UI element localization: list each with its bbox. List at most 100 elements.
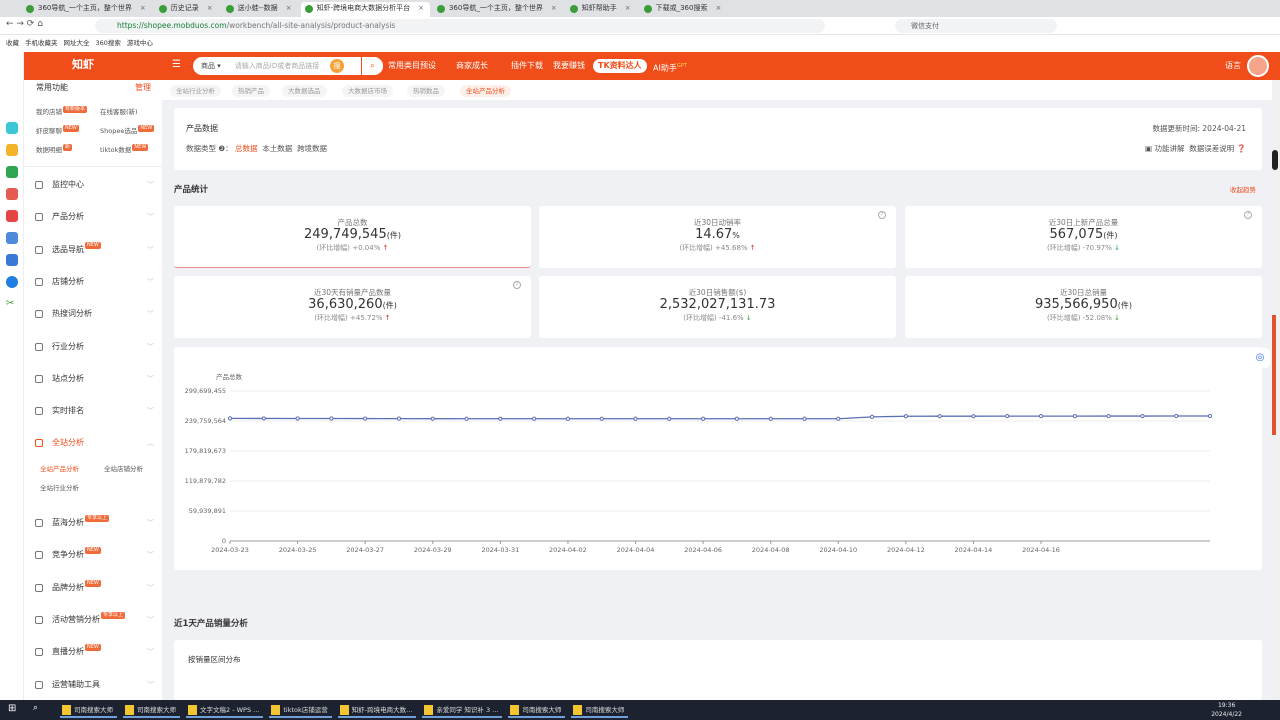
search-button[interactable]: ⌕ — [361, 57, 383, 75]
data-point[interactable] — [768, 416, 773, 421]
close-icon[interactable]: × — [418, 4, 424, 12]
bookmark[interactable]: 收藏 — [6, 39, 19, 47]
close-icon[interactable]: × — [550, 4, 557, 12]
tool-icon[interactable] — [6, 122, 18, 134]
common-function-item[interactable]: tiktok数据 NEW — [100, 144, 149, 154]
sidebar-item[interactable]: 店铺分析 ﹀ — [24, 274, 162, 290]
sidebar-item[interactable]: 监控中心 ﹀ — [24, 177, 162, 193]
data-point[interactable] — [667, 416, 672, 421]
product-search-input[interactable]: 商品 ▾ 请输入商品ID或者商品链接 — [193, 57, 383, 75]
browser-tab[interactable]: 360导航_一个主页，整个世界 × — [22, 2, 152, 17]
data-point[interactable] — [1174, 413, 1179, 419]
type-crossborder[interactable]: 跨境数据 — [297, 144, 328, 153]
bookmark[interactable]: 网址大全 — [63, 39, 90, 47]
data-point[interactable] — [802, 416, 807, 421]
data-point[interactable] — [971, 414, 976, 419]
breadcrumb-tab[interactable]: 热销产品 — [232, 85, 270, 97]
browser-tab[interactable]: 360导航_一个主页，整个世界 × — [433, 2, 563, 17]
bookmark[interactable]: 手机收藏夹 — [25, 39, 58, 47]
sidebar-subitem[interactable]: 全站行业分析 — [40, 484, 79, 492]
data-point[interactable] — [1106, 413, 1111, 419]
search-mode-chip[interactable]: 搜 — [330, 59, 344, 73]
header-nav-item[interactable]: 商家成长 — [456, 61, 488, 70]
sidebar-item[interactable]: 行业分析 ﹀ — [24, 339, 162, 355]
browser-tab[interactable]: 知虾-跨境电商大数据分析平台 × — [300, 2, 430, 17]
floating-help-icon[interactable]: ◎ — [1250, 348, 1270, 368]
url-field[interactable]: https://shopee.mobduos.com/workbench/all… — [95, 19, 825, 33]
sidebar-item[interactable]: 直播分析 NEW ﹀ — [24, 644, 162, 660]
scissors-icon[interactable]: ✂ — [6, 298, 15, 309]
sidebar-subitem[interactable]: 全站店铺分析 — [104, 465, 143, 473]
tk-button[interactable]: TK资料达人 — [593, 59, 647, 73]
doc-icon[interactable] — [6, 254, 18, 266]
data-point[interactable] — [430, 416, 435, 421]
help-icon[interactable]: ? — [513, 281, 521, 289]
breadcrumb-tab[interactable]: 大数据店市场 — [342, 85, 393, 97]
common-function-item[interactable]: 在线客服(新) — [100, 106, 138, 116]
taskbar-item[interactable]: 知虾-跨境电商大数... — [337, 702, 417, 718]
close-icon[interactable]: × — [139, 4, 146, 12]
data-point[interactable] — [734, 416, 739, 421]
windows-start-icon[interactable]: ⊞ — [8, 703, 17, 714]
data-point[interactable] — [329, 416, 334, 421]
sidebar-item[interactable]: 活动营销分析 专享以上 ﹀ — [24, 611, 162, 628]
data-point[interactable] — [1038, 414, 1044, 419]
browser-tab[interactable]: 知虾帮助手 × — [566, 2, 637, 17]
pdf-icon[interactable] — [6, 188, 18, 200]
error-help-link[interactable]: 数据误差说明 — [1189, 144, 1235, 153]
help-icon[interactable]: ❓ — [1236, 144, 1246, 153]
breadcrumb-tab[interactable]: 热销数品 — [407, 85, 445, 97]
common-function-item[interactable]: 虾皮聊聊 NEW — [36, 125, 79, 135]
data-point[interactable] — [701, 416, 706, 421]
browser-tab[interactable]: 历史记录 × — [155, 2, 219, 17]
data-point[interactable] — [869, 414, 875, 419]
logo[interactable]: 知虾 — [72, 58, 94, 71]
data-point[interactable] — [227, 416, 233, 421]
ai-assistant-link[interactable]: AI助手GPT — [653, 52, 687, 80]
sidebar-item[interactable]: 品牌分析 NEW ﹀ — [24, 579, 162, 596]
taskbar-item[interactable]: 亲爱同学 知识补 3 ... — [422, 702, 503, 718]
bookmark[interactable]: 游戏中心 — [126, 39, 153, 47]
sidebar-item[interactable]: 选品导航 NEW ﹀ — [24, 241, 162, 258]
scrollbar[interactable] — [1272, 80, 1280, 700]
data-point[interactable] — [464, 416, 469, 421]
data-point[interactable] — [1207, 413, 1213, 419]
nav-buttons-icon[interactable]: ← → ⟳ ⌂ — [6, 19, 43, 29]
data-point[interactable] — [903, 414, 908, 419]
data-point[interactable] — [937, 414, 942, 419]
sidebar-item[interactable]: 运营辅助工具 ﹀ — [24, 677, 162, 693]
translate-icon[interactable] — [6, 276, 18, 288]
type-total[interactable]: 总数据 — [235, 144, 258, 153]
close-icon[interactable]: × — [285, 4, 292, 12]
data-point[interactable] — [363, 416, 368, 421]
star-icon[interactable] — [6, 144, 18, 156]
sidebar-item[interactable]: 站点分析 ﹀ — [24, 371, 162, 387]
close-icon[interactable]: × — [624, 4, 631, 12]
taskbar-item[interactable]: 文字文稿2 - WPS ... — [186, 702, 264, 718]
taskbar-item[interactable]: 司南搜索大师 — [60, 702, 117, 718]
header-nav-item[interactable]: 插件下载 — [511, 61, 543, 70]
data-point[interactable] — [565, 416, 571, 421]
data-point[interactable] — [633, 416, 638, 421]
image-icon[interactable] — [6, 166, 18, 178]
breadcrumb-tab[interactable]: 大数据选品 — [282, 85, 327, 97]
taskbar-item[interactable]: tiktok店铺运营 — [269, 702, 332, 718]
clock[interactable]: 19:36 2024/4/22 — [1211, 701, 1242, 719]
data-point[interactable] — [836, 416, 841, 421]
data-point[interactable] — [1140, 413, 1145, 419]
browser-search-input[interactable]: 微信支付 — [895, 19, 1057, 33]
data-point[interactable] — [1072, 414, 1077, 419]
data-point[interactable] — [261, 416, 266, 421]
bookmark[interactable]: 360搜索 — [95, 39, 121, 47]
sidebar-item[interactable]: 产品分析 ﹀ — [24, 209, 162, 225]
common-function-item[interactable]: 我的店铺 有新版本 — [36, 106, 88, 116]
close-icon[interactable]: × — [715, 4, 722, 12]
sidebar-item[interactable]: 热搜词分析 ﹀ — [24, 306, 162, 322]
common-function-item[interactable]: 数据明细新 — [36, 144, 73, 154]
function-help-link[interactable]: 功能讲解 — [1154, 144, 1185, 153]
header-nav-item[interactable]: 我要赚钱 — [553, 61, 585, 70]
sidebar-item[interactable]: 竞争分析 NEW ﹀ — [24, 547, 162, 563]
sidebar-subitem[interactable]: 全站产品分析 — [40, 465, 79, 473]
taskbar-item[interactable]: 司南搜索大师 — [123, 702, 180, 718]
header-nav-item[interactable]: 常用类目预设 — [388, 61, 436, 70]
